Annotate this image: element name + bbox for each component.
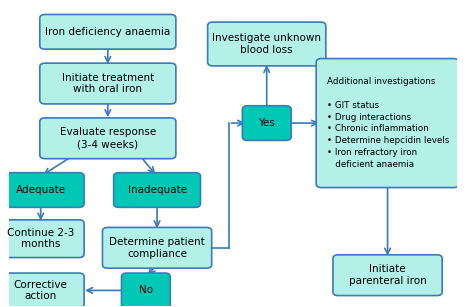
Text: Adequate: Adequate (16, 185, 66, 195)
FancyBboxPatch shape (114, 173, 201, 207)
FancyBboxPatch shape (121, 273, 170, 307)
Text: Initiate
parenteral iron: Initiate parenteral iron (349, 264, 427, 286)
Text: Iron deficiency anaemia: Iron deficiency anaemia (45, 27, 171, 37)
FancyBboxPatch shape (40, 118, 176, 159)
FancyBboxPatch shape (0, 173, 84, 207)
Text: Investigate unknown
blood loss: Investigate unknown blood loss (212, 33, 321, 55)
FancyBboxPatch shape (0, 220, 84, 258)
Text: Evaluate response
(3-4 weeks): Evaluate response (3-4 weeks) (60, 127, 156, 149)
FancyBboxPatch shape (40, 63, 176, 104)
FancyBboxPatch shape (242, 106, 291, 140)
Text: Yes: Yes (258, 118, 275, 128)
Text: Determine patient
compliance: Determine patient compliance (109, 237, 205, 258)
FancyBboxPatch shape (208, 22, 326, 66)
Text: Corrective
action: Corrective action (14, 280, 68, 301)
FancyBboxPatch shape (102, 227, 212, 268)
FancyBboxPatch shape (333, 255, 442, 296)
Text: No: No (139, 286, 153, 295)
FancyBboxPatch shape (316, 59, 459, 188)
Text: Inadequate: Inadequate (128, 185, 187, 195)
Text: Additional investigations

• GIT status
• Drug interactions
• Chronic inflammati: Additional investigations • GIT status •… (327, 77, 449, 169)
Text: Initiate treatment
with oral iron: Initiate treatment with oral iron (62, 73, 154, 94)
FancyBboxPatch shape (40, 14, 176, 49)
Text: Continue 2-3
months: Continue 2-3 months (7, 228, 74, 250)
FancyBboxPatch shape (0, 273, 84, 307)
